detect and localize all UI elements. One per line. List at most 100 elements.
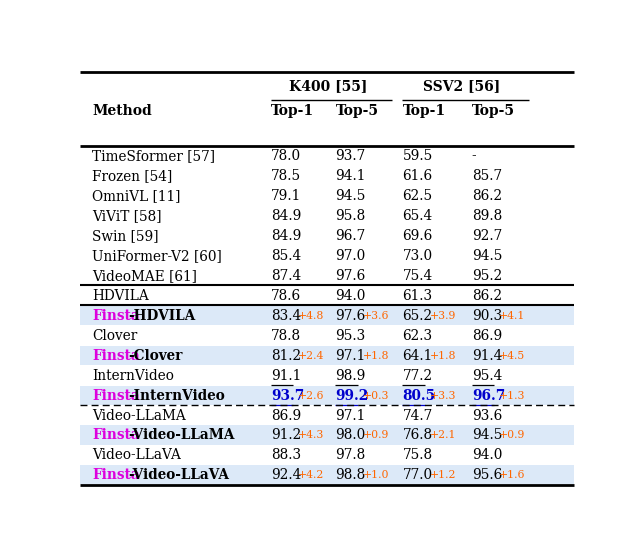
Bar xyxy=(80,386,573,405)
Text: 62.5: 62.5 xyxy=(403,189,433,204)
Text: 85.7: 85.7 xyxy=(472,169,502,183)
Text: +4.2: +4.2 xyxy=(298,470,324,480)
Text: 76.8: 76.8 xyxy=(403,428,433,442)
Text: +4.1: +4.1 xyxy=(499,311,525,321)
Text: 78.8: 78.8 xyxy=(271,329,301,343)
Text: -: - xyxy=(472,150,476,163)
Text: Top-1: Top-1 xyxy=(403,104,445,118)
Text: 97.1: 97.1 xyxy=(335,409,365,422)
Text: +3.6: +3.6 xyxy=(363,311,389,321)
Text: 74.7: 74.7 xyxy=(403,409,433,422)
Text: 65.2: 65.2 xyxy=(403,309,433,323)
Text: 81.2: 81.2 xyxy=(271,349,301,362)
Text: Clover: Clover xyxy=(92,329,138,343)
Text: 83.4: 83.4 xyxy=(271,309,301,323)
Text: 84.9: 84.9 xyxy=(271,229,301,243)
Text: 98.8: 98.8 xyxy=(335,468,365,482)
Text: 94.0: 94.0 xyxy=(335,289,366,303)
Text: 61.3: 61.3 xyxy=(403,289,433,303)
Text: 96.7: 96.7 xyxy=(335,229,365,243)
Bar xyxy=(80,306,573,325)
Text: 93.6: 93.6 xyxy=(472,409,502,422)
Text: 90.3: 90.3 xyxy=(472,309,502,323)
Text: Finsta: Finsta xyxy=(92,389,140,403)
Text: 77.2: 77.2 xyxy=(403,368,433,383)
Text: 95.2: 95.2 xyxy=(472,269,502,283)
Text: 91.2: 91.2 xyxy=(271,428,301,442)
Text: Video-LLaMA: Video-LLaMA xyxy=(92,409,186,422)
Text: 78.5: 78.5 xyxy=(271,169,301,183)
Text: -HDVILA: -HDVILA xyxy=(129,309,196,323)
Text: 93.7: 93.7 xyxy=(271,389,304,403)
Text: 79.1: 79.1 xyxy=(271,189,301,204)
Text: 95.6: 95.6 xyxy=(472,468,502,482)
Text: 94.0: 94.0 xyxy=(472,448,502,463)
Text: 86.9: 86.9 xyxy=(271,409,301,422)
Text: Finsta: Finsta xyxy=(92,468,140,482)
Text: 93.7: 93.7 xyxy=(335,150,365,163)
Text: 91.4: 91.4 xyxy=(472,349,502,362)
Text: +0.9: +0.9 xyxy=(363,431,389,441)
Text: +0.3: +0.3 xyxy=(363,390,389,400)
Text: +4.8: +4.8 xyxy=(298,311,324,321)
Text: +2.1: +2.1 xyxy=(429,431,456,441)
Text: 73.0: 73.0 xyxy=(403,249,433,263)
Text: Method: Method xyxy=(92,104,152,118)
Text: 98.0: 98.0 xyxy=(335,428,365,442)
Text: 97.8: 97.8 xyxy=(335,448,365,463)
Text: 97.6: 97.6 xyxy=(335,309,365,323)
Text: 64.1: 64.1 xyxy=(403,349,433,362)
Text: 94.5: 94.5 xyxy=(335,189,366,204)
Text: -InternVideo: -InternVideo xyxy=(129,389,225,403)
Text: +1.6: +1.6 xyxy=(499,470,525,480)
Text: +4.5: +4.5 xyxy=(499,351,525,361)
Text: +1.2: +1.2 xyxy=(429,470,456,480)
Text: VideoMAE [61]: VideoMAE [61] xyxy=(92,269,197,283)
Text: -Video-LLaMA: -Video-LLaMA xyxy=(129,428,235,442)
Text: +1.0: +1.0 xyxy=(363,470,389,480)
Text: 92.4: 92.4 xyxy=(271,468,301,482)
Text: 69.6: 69.6 xyxy=(403,229,433,243)
Text: Video-LLaVA: Video-LLaVA xyxy=(92,448,181,463)
Text: 95.4: 95.4 xyxy=(472,368,502,383)
Text: +0.9: +0.9 xyxy=(499,431,525,441)
Text: 86.2: 86.2 xyxy=(472,189,502,204)
Text: +1.8: +1.8 xyxy=(429,351,456,361)
Text: 77.0: 77.0 xyxy=(403,468,433,482)
Text: +1.8: +1.8 xyxy=(363,351,389,361)
Text: TimeSformer [57]: TimeSformer [57] xyxy=(92,150,216,163)
Text: 95.8: 95.8 xyxy=(335,209,365,223)
Text: 97.0: 97.0 xyxy=(335,249,365,263)
Text: 89.8: 89.8 xyxy=(472,209,502,223)
Text: 94.5: 94.5 xyxy=(472,428,502,442)
Text: 97.6: 97.6 xyxy=(335,269,365,283)
Text: Top-1: Top-1 xyxy=(271,104,314,118)
Text: 95.3: 95.3 xyxy=(335,329,365,343)
Text: 84.9: 84.9 xyxy=(271,209,301,223)
Text: +4.3: +4.3 xyxy=(298,431,324,441)
Text: HDVILA: HDVILA xyxy=(92,289,149,303)
Text: InternVideo: InternVideo xyxy=(92,368,174,383)
Text: +3.9: +3.9 xyxy=(429,311,456,321)
Text: 59.5: 59.5 xyxy=(403,150,433,163)
Text: 94.5: 94.5 xyxy=(472,249,502,263)
Text: -Clover: -Clover xyxy=(129,349,183,362)
Text: 94.1: 94.1 xyxy=(335,169,366,183)
Text: 80.5: 80.5 xyxy=(403,389,436,403)
Text: K400 [55]: K400 [55] xyxy=(289,79,367,93)
Text: Finsta: Finsta xyxy=(92,349,140,362)
Text: 92.7: 92.7 xyxy=(472,229,502,243)
Text: 86.9: 86.9 xyxy=(472,329,502,343)
Text: 62.3: 62.3 xyxy=(403,329,433,343)
Text: Frozen [54]: Frozen [54] xyxy=(92,169,173,183)
Text: UniFormer-V2 [60]: UniFormer-V2 [60] xyxy=(92,249,222,263)
Text: +2.6: +2.6 xyxy=(298,390,324,400)
Text: Finsta: Finsta xyxy=(92,309,140,323)
Text: 61.6: 61.6 xyxy=(403,169,433,183)
Text: 75.4: 75.4 xyxy=(403,269,433,283)
Text: 91.1: 91.1 xyxy=(271,368,301,383)
Text: 97.1: 97.1 xyxy=(335,349,365,362)
Text: 98.9: 98.9 xyxy=(335,368,366,383)
Text: OmniVL [11]: OmniVL [11] xyxy=(92,189,180,204)
Text: +2.4: +2.4 xyxy=(298,351,324,361)
